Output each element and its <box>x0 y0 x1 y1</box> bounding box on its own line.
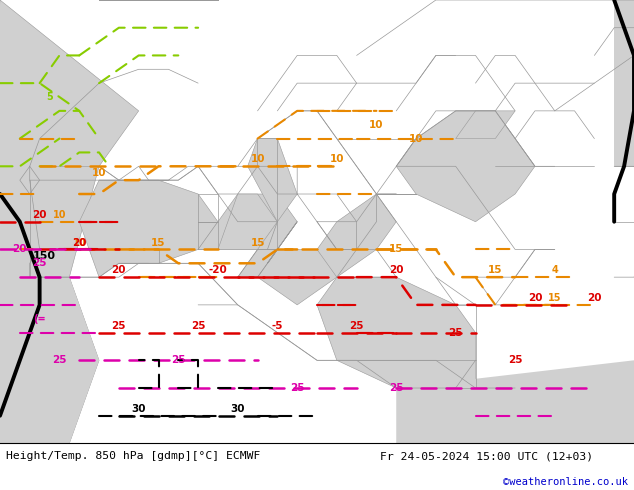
Text: 25: 25 <box>349 320 364 331</box>
Polygon shape <box>476 388 555 443</box>
Text: 10: 10 <box>250 154 265 164</box>
Polygon shape <box>257 249 337 305</box>
Text: 15: 15 <box>488 265 503 275</box>
Text: 4: 4 <box>552 265 558 275</box>
Text: 20: 20 <box>389 265 403 275</box>
Text: 10: 10 <box>53 210 66 220</box>
Polygon shape <box>614 0 634 166</box>
Text: (=: (= <box>34 314 46 324</box>
Text: 5: 5 <box>46 92 53 102</box>
Text: 20: 20 <box>72 238 86 247</box>
Polygon shape <box>317 194 396 277</box>
Polygon shape <box>198 194 297 249</box>
Polygon shape <box>396 111 535 221</box>
Text: 25: 25 <box>448 328 463 338</box>
Text: 20: 20 <box>587 293 602 303</box>
Polygon shape <box>0 0 99 443</box>
Text: 10: 10 <box>72 238 86 247</box>
Text: 25: 25 <box>112 320 126 331</box>
Polygon shape <box>238 249 278 277</box>
Text: 10: 10 <box>330 154 344 164</box>
Text: 15: 15 <box>152 238 165 247</box>
Polygon shape <box>79 180 218 277</box>
Text: 30: 30 <box>231 404 245 414</box>
Text: 25: 25 <box>52 355 67 366</box>
Polygon shape <box>317 277 476 388</box>
Text: ©weatheronline.co.uk: ©weatheronline.co.uk <box>503 477 628 487</box>
Polygon shape <box>248 139 297 221</box>
Polygon shape <box>0 0 139 166</box>
Polygon shape <box>218 194 278 249</box>
Text: 25: 25 <box>290 383 304 393</box>
Text: 25: 25 <box>389 383 403 393</box>
Text: 150: 150 <box>33 251 56 261</box>
Text: 15: 15 <box>389 245 403 254</box>
Text: Height/Temp. 850 hPa [gdmp][°C] ECMWF: Height/Temp. 850 hPa [gdmp][°C] ECMWF <box>6 451 261 462</box>
Text: 20: 20 <box>32 210 47 220</box>
Text: 25: 25 <box>32 258 47 269</box>
Text: 10: 10 <box>369 120 384 130</box>
Polygon shape <box>0 0 99 443</box>
Text: 20: 20 <box>112 265 126 275</box>
Text: 20: 20 <box>527 293 542 303</box>
Text: 15: 15 <box>548 293 562 303</box>
Text: 25: 25 <box>171 355 186 366</box>
Text: 10: 10 <box>92 168 107 178</box>
Text: -5: -5 <box>271 320 283 331</box>
Polygon shape <box>396 360 634 443</box>
Text: 25: 25 <box>508 355 522 366</box>
Polygon shape <box>456 111 515 139</box>
Text: 20: 20 <box>13 245 27 254</box>
Text: 25: 25 <box>191 320 205 331</box>
Text: Fr 24-05-2024 15:00 UTC (12+03): Fr 24-05-2024 15:00 UTC (12+03) <box>380 451 593 462</box>
Polygon shape <box>0 166 99 277</box>
Text: -20: -20 <box>209 265 228 275</box>
Text: 15: 15 <box>250 238 265 247</box>
Text: 30: 30 <box>131 404 146 414</box>
Text: 10: 10 <box>409 134 424 144</box>
